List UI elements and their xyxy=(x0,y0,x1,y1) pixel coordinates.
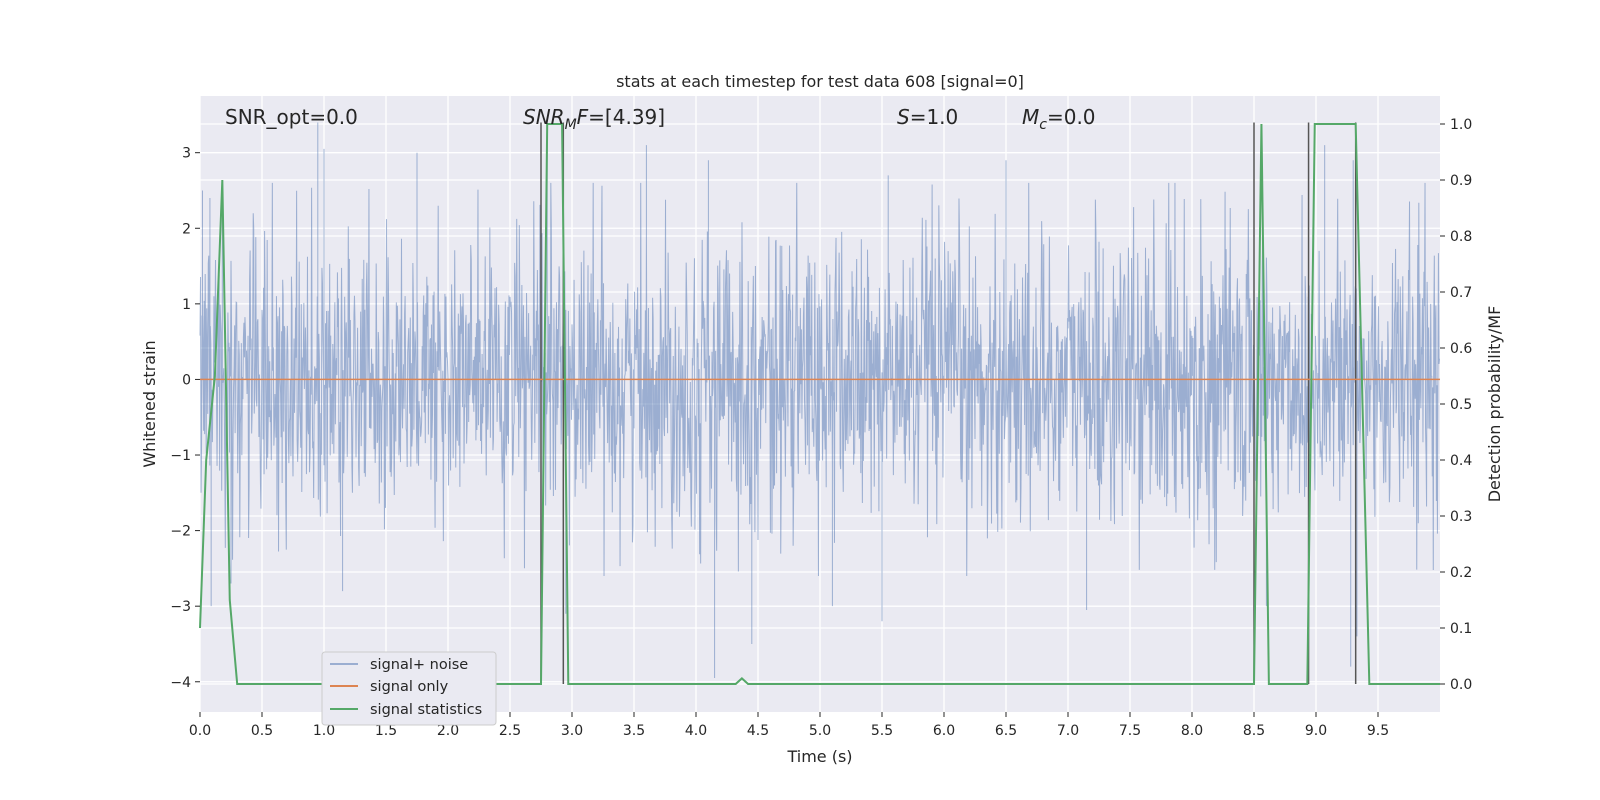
legend-label-signal-only: signal only xyxy=(370,679,449,695)
x-tick-label: 6.0 xyxy=(933,723,955,739)
x-tick-label: 1.5 xyxy=(375,723,397,739)
y-tick-label: 0 xyxy=(182,372,191,388)
x-tick-label: 5.5 xyxy=(871,723,893,739)
annotation-mc: Mc=0.0 xyxy=(1022,105,1096,133)
y-tick-label: −4 xyxy=(170,675,191,691)
x-tick-label: 3.0 xyxy=(561,723,583,739)
annotation-snr-opt: SNR_opt=0.0 xyxy=(225,105,358,129)
legend-label-signal-statistics: signal statistics xyxy=(370,702,482,718)
y-tick-label: 2 xyxy=(182,221,191,237)
y-tick-label: −2 xyxy=(170,524,191,540)
snr-mf-value: =[4.39] xyxy=(588,105,665,129)
x-tick-label: 1.0 xyxy=(313,723,335,739)
x-tick-label: 2.0 xyxy=(437,723,459,739)
x-tick-label: 5.0 xyxy=(809,723,831,739)
snr-mf-subscript: M xyxy=(565,117,577,133)
legend-box xyxy=(321,651,497,726)
y2-tick-label: 0.1 xyxy=(1450,621,1472,637)
y2-tick-label: 0.0 xyxy=(1450,677,1472,693)
mc-symbol: M xyxy=(1022,105,1039,129)
legend: signal+ noise signal only signal statist… xyxy=(321,651,497,726)
y2-tick-label: 0.7 xyxy=(1450,285,1472,301)
y2-tick-label: 0.3 xyxy=(1450,509,1472,525)
y2-tick-label: 0.4 xyxy=(1450,453,1472,469)
snr-mf-symbol: SNR xyxy=(523,105,565,129)
x-tick-label: 9.0 xyxy=(1305,723,1327,739)
y2-axis-label: Detection probability/MF xyxy=(1485,306,1504,503)
annotation-snr-mf: SNRMF=[4.39] xyxy=(523,105,665,133)
y2-tick-label: 0.2 xyxy=(1450,565,1472,581)
y2-tick-label: 1.0 xyxy=(1450,117,1472,133)
snr-mf-symbol-2: F xyxy=(577,105,589,129)
x-tick-label: 0.0 xyxy=(189,723,211,739)
x-tick-label: 2.5 xyxy=(499,723,521,739)
vertical-markers xyxy=(540,122,1357,684)
x-axis-label: Time (s) xyxy=(786,747,852,766)
y2-tick-label: 0.6 xyxy=(1450,341,1472,357)
y-tick-label: 1 xyxy=(182,297,191,313)
x-tick-label: 8.0 xyxy=(1181,723,1203,739)
x-tick-label: 6.5 xyxy=(995,723,1017,739)
x-tick-label: 4.0 xyxy=(685,723,707,739)
y2-tick-label: 0.5 xyxy=(1450,397,1472,413)
y-tick-label: 3 xyxy=(182,146,191,162)
line-series xyxy=(199,123,1440,685)
x-tick-label: 8.5 xyxy=(1243,723,1265,739)
x-tick-label: 7.5 xyxy=(1119,723,1141,739)
y-tick-label: −3 xyxy=(170,599,191,615)
x-tick-label: 0.5 xyxy=(251,723,273,739)
x-tick-label: 3.5 xyxy=(623,723,645,739)
x-tick-label: 4.5 xyxy=(747,723,769,739)
x-tick-label: 9.5 xyxy=(1367,723,1389,739)
s-value: =1.0 xyxy=(910,105,959,129)
y-axis-label: Whitened strain xyxy=(140,340,159,467)
y2-tick-label: 0.8 xyxy=(1450,229,1472,245)
y2-tick-label: 0.9 xyxy=(1450,173,1472,189)
s-symbol: S xyxy=(897,105,910,129)
legend-label-signal-noise: signal+ noise xyxy=(370,657,468,673)
mc-value: =0.0 xyxy=(1047,105,1096,129)
annotation-s: S=1.0 xyxy=(897,105,958,129)
x-tick-label: 7.0 xyxy=(1057,723,1079,739)
y-tick-label: −1 xyxy=(170,448,191,464)
series-signal-statistics xyxy=(199,123,1440,685)
axis-ticks: 0.0 0.5 1.0 1.5 2.0 2.5 3.0 3.5 4.0 4.5 5.0 5.5 6.0 6… xyxy=(170,117,1472,739)
chart-title: stats at each timestep for test data 608… xyxy=(616,72,1024,91)
mc-subscript: c xyxy=(1039,117,1047,133)
